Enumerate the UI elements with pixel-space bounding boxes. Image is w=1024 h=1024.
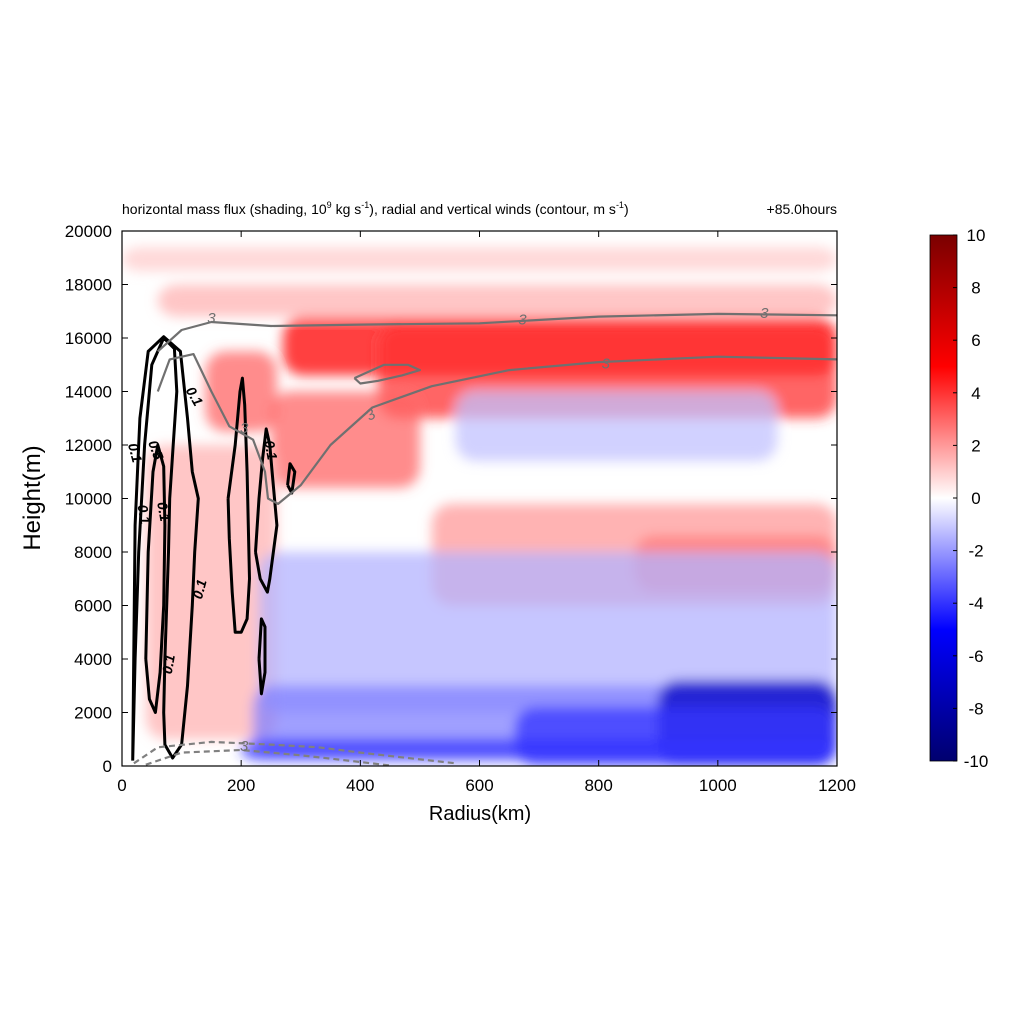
colorbar xyxy=(929,234,958,762)
contour-label: 3 xyxy=(760,305,769,322)
shading-region xyxy=(455,391,778,462)
y-axis-title: Height(m) xyxy=(19,445,46,550)
vertical-wind-contour xyxy=(144,443,167,714)
x-tick-label: 400 xyxy=(346,776,374,795)
x-tick-label: 1200 xyxy=(818,776,856,795)
contour-label: 3 xyxy=(240,420,249,437)
contour-label: 3 xyxy=(240,738,249,755)
colorbar-tick-label: -2 xyxy=(968,542,983,561)
colorbar-tick-label: -10 xyxy=(964,752,989,771)
colorbar-tick-label: -8 xyxy=(968,699,983,718)
y-tick-label: 18000 xyxy=(65,276,112,295)
y-tick-label: 6000 xyxy=(74,597,112,616)
x-tick-label: 800 xyxy=(584,776,612,795)
colorbar-tick-label: 8 xyxy=(971,279,980,298)
y-tick-label: 16000 xyxy=(65,329,112,348)
contour-label: 3 xyxy=(207,310,216,327)
shading-region xyxy=(270,391,420,488)
vertical-wind-contour xyxy=(226,376,251,634)
chart-title: horizontal mass flux (shading, 109 kg s-… xyxy=(122,200,629,217)
x-axis-title: Radius(km) xyxy=(429,803,531,825)
colorbar-tick-label: -6 xyxy=(968,647,983,666)
y-tick-label: 4000 xyxy=(74,650,112,669)
colorbar-ticks: -10 -8 -6 -4 -2 0 2 4 6 8 10 xyxy=(953,226,988,771)
y-tick-label: 8000 xyxy=(74,543,112,562)
contour-label: 0.1 xyxy=(125,441,146,464)
x-axis: 0 200 400 600 800 1000 1200 xyxy=(117,231,856,795)
colorbar-tick-label: 0 xyxy=(971,489,980,508)
contour-label: 0.1 xyxy=(154,501,173,523)
contour-label: 0.1 xyxy=(189,577,210,600)
vertical-wind-contour xyxy=(254,427,279,594)
vertical-wind-contour xyxy=(257,617,267,696)
wind-contours xyxy=(131,312,837,766)
x-tick-label: 0 xyxy=(117,776,126,795)
radial-wind-contour xyxy=(157,312,837,353)
y-tick-label: 2000 xyxy=(74,704,112,723)
x-tick-label: 600 xyxy=(465,776,493,795)
radial-wind-contour xyxy=(133,740,456,765)
y-tick-label: 12000 xyxy=(65,436,112,455)
y-tick-label: 20000 xyxy=(65,222,112,241)
y-axis: 0 2000 4000 6000 8000 10000 12000 14000 16000 180… xyxy=(65,222,837,776)
colorbar-tick-label: 4 xyxy=(971,384,980,403)
x-tick-label: 1000 xyxy=(699,776,737,795)
colorbar-tick-label: -4 xyxy=(968,594,983,613)
y-tick-label: 14000 xyxy=(65,383,112,402)
shading-region xyxy=(145,445,277,740)
contour-label: 0.1 xyxy=(261,439,280,461)
y-tick-label: 10000 xyxy=(65,490,112,509)
x-tick-label: 200 xyxy=(227,776,255,795)
colorbar-tick-label: 2 xyxy=(971,436,980,455)
colorbar-tick-label: 10 xyxy=(967,226,986,245)
contour-label: 3 xyxy=(518,312,527,329)
shading-region xyxy=(122,247,837,272)
shading-region xyxy=(241,739,837,761)
y-tick-label: 0 xyxy=(103,757,112,776)
vertical-wind-contour xyxy=(131,335,200,761)
shading-region xyxy=(157,284,837,317)
shading-region xyxy=(259,552,837,713)
vertical-wind-contour xyxy=(286,462,297,495)
radial-wind-contour xyxy=(145,748,391,766)
colorbar-tick-label: 6 xyxy=(971,331,980,350)
contour-label: 0.1 xyxy=(159,653,178,675)
radial-wind-contour xyxy=(353,363,421,385)
mass-flux-shading xyxy=(122,247,837,766)
contour-label: 3 xyxy=(602,356,611,373)
contour-label: 0.5 xyxy=(145,438,167,462)
radial-wind-contour xyxy=(156,353,837,505)
chart-time-label: +85.0hours xyxy=(767,201,837,217)
contour-label: 0.1 xyxy=(135,503,154,525)
